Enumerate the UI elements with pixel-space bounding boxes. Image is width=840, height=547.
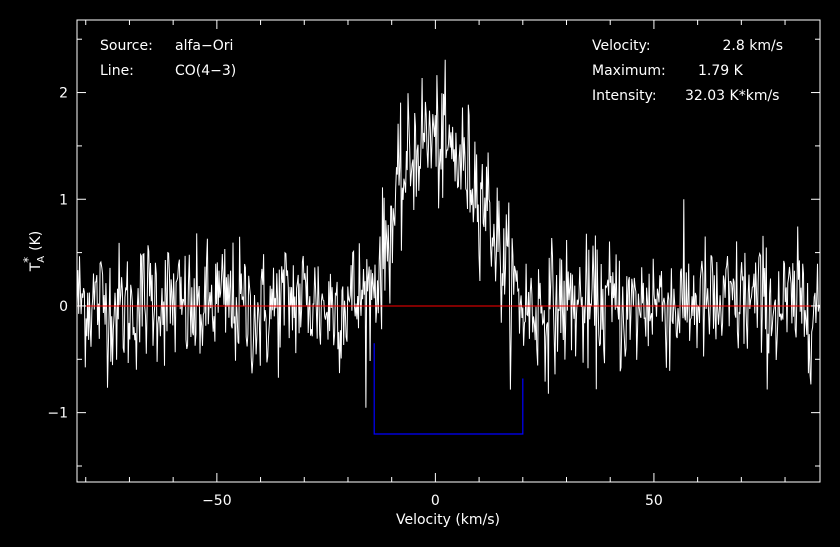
x-axis-label: Velocity (km/s)	[396, 512, 500, 528]
source-label: Source:	[100, 38, 153, 54]
x-tick-label: 0	[431, 493, 440, 509]
intensity-value: 32.03 K*km/s	[685, 88, 779, 104]
ticks-layer: −50 0 50 −1 0 1 2	[47, 20, 820, 509]
svg-text:TA*(K): TA* (K)	[21, 231, 47, 273]
y-axis-subscript: A	[36, 256, 47, 263]
line-value: CO(4−3)	[175, 63, 236, 79]
y-axis-label: TA* (K)	[21, 231, 47, 273]
y-tick-label: −1	[47, 406, 68, 422]
intensity-label: Intensity:	[592, 88, 657, 104]
velocity-value: 2.8 km/s	[723, 38, 783, 54]
maximum-label: Maximum:	[592, 63, 666, 79]
y-tick-label: 2	[59, 86, 68, 102]
source-value: alfa−Ori	[175, 38, 233, 54]
x-tick-label: −50	[202, 493, 232, 509]
plot-frame	[76, 19, 821, 483]
y-tick-label: 1	[59, 192, 68, 208]
velocity-window	[373, 343, 524, 435]
y-axis-symbol: T	[28, 262, 44, 272]
y-axis-unit: (K)	[28, 231, 44, 251]
x-tick-label: 50	[645, 493, 663, 509]
line-label: Line:	[100, 63, 134, 79]
spectrum-line	[76, 59, 821, 408]
y-axis-superscript: *	[21, 257, 35, 263]
velocity-label: Velocity:	[592, 38, 651, 54]
data-layer	[76, 59, 821, 435]
y-tick-label: 0	[59, 299, 68, 315]
maximum-value: 1.79 K	[698, 63, 744, 79]
